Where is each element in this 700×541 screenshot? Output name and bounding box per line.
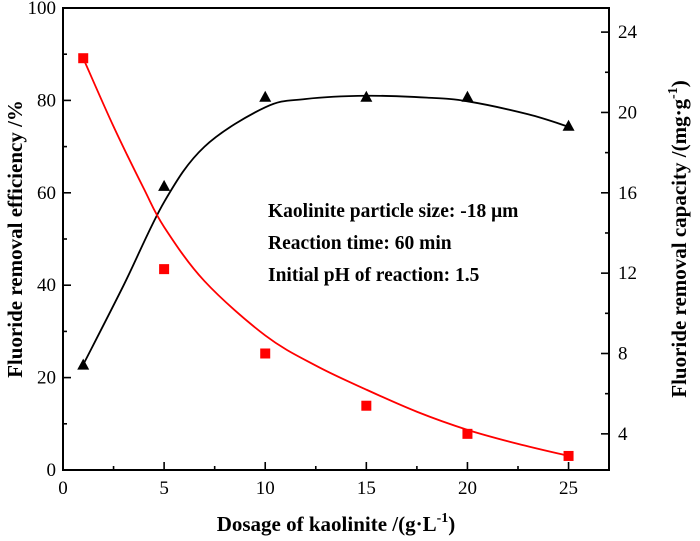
efficiency-point — [77, 358, 90, 370]
y-right-axis-title-suffix: ) — [667, 80, 691, 87]
y-right-tick-label: 8 — [618, 343, 628, 364]
y-right-tick-label: 4 — [618, 424, 628, 445]
fit-curves — [82, 57, 569, 457]
capacity-point — [78, 53, 89, 64]
efficiency-point — [562, 119, 575, 131]
y-right-tick-label: 20 — [618, 102, 637, 123]
x-tick-label: 5 — [159, 478, 169, 499]
y-left-tick-label: 60 — [37, 183, 56, 204]
y-right-axis-title-sup: -1 — [666, 87, 681, 99]
x-tick-label: 10 — [256, 478, 275, 499]
y-right-axis-title: Fluoride removal capacity /(mg·g-1) — [666, 80, 691, 397]
capacity-fit-line — [82, 57, 569, 457]
x-axis-title-sup: -1 — [437, 511, 449, 526]
efficiency-point — [259, 90, 272, 102]
y-left-tick-label: 0 — [47, 460, 57, 481]
efficiency-point — [158, 179, 171, 191]
axis-ticks — [62, 7, 609, 471]
y-right-tick-label: 16 — [618, 183, 637, 204]
capacity-point — [361, 400, 372, 411]
x-axis-title: Dosage of kaolinite /(g·L-1) — [217, 511, 456, 536]
y-left-tick-label: 80 — [37, 90, 56, 111]
efficiency-point — [360, 90, 373, 102]
x-tick-label: 0 — [58, 478, 68, 499]
x-tick-label: 20 — [458, 478, 477, 499]
x-tick-label: 25 — [559, 478, 578, 499]
capacity-point — [462, 428, 473, 439]
y-right-tick-label: 12 — [618, 263, 637, 284]
y-left-tick-label: 100 — [28, 0, 57, 19]
data-markers — [77, 53, 575, 461]
capacity-point — [563, 450, 574, 461]
y-right-tick-label: 24 — [618, 22, 638, 43]
capacity-point — [159, 264, 170, 275]
x-axis-title-suffix: ) — [448, 512, 455, 536]
annotation-initial-ph: Initial pH of reaction: 1.5 — [268, 265, 480, 286]
x-tick-label: 15 — [357, 478, 376, 499]
efficiency-fit-line — [82, 94, 569, 366]
y-left-tick-label: 40 — [37, 275, 56, 296]
x-axis-title-main: Dosage of kaolinite /(g·L — [217, 512, 437, 536]
annotation-particle-size: Kaolinite particle size: -18 μm — [268, 201, 518, 222]
y-right-axis-title-main: Fluoride removal capacity /(mg·g — [667, 98, 691, 397]
annotation-reaction-time: Reaction time: 60 min — [268, 233, 452, 254]
capacity-point — [260, 348, 271, 359]
y-left-axis-title: Fluoride removal efficiency /% — [3, 100, 27, 378]
efficiency-point — [461, 90, 474, 102]
axis-tick-labels: 0 5 10 15 20 25 0 20 40 60 80 100 4 8 12 16 20 24 — [28, 0, 638, 499]
y-left-tick-label: 20 — [37, 368, 56, 389]
